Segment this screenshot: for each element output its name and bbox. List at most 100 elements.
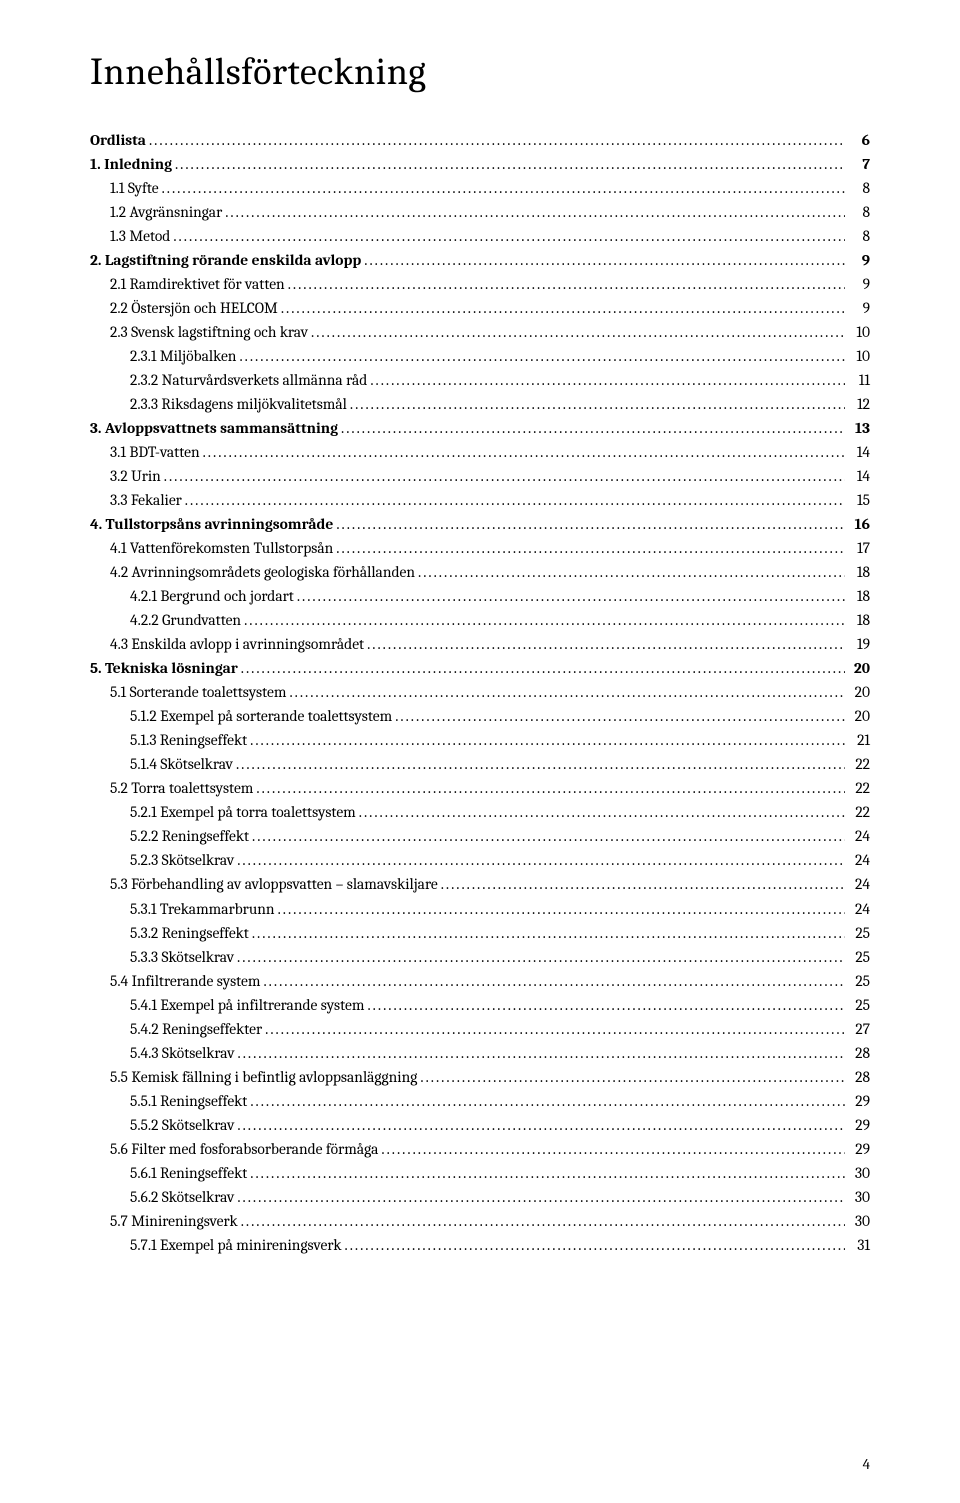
toc-entry[interactable]: 5.2.2 Reningseffekt24	[90, 824, 870, 848]
toc-entry-label: 1.3 Metod	[110, 224, 170, 248]
toc-entry[interactable]: 2.3.2 Naturvårdsverkets allmänna råd11	[90, 368, 870, 392]
toc-entry[interactable]: 4.1 Vattenförekomsten Tullstorpsån17	[90, 536, 870, 560]
toc-entry-page: 24	[848, 872, 870, 896]
toc-leader	[238, 1041, 845, 1065]
toc-entry-page: 28	[848, 1041, 870, 1065]
toc-entry-page: 18	[848, 560, 870, 584]
toc-entry[interactable]: 1.1 Syfte8	[90, 176, 870, 200]
toc-entry[interactable]: 4. Tullstorpsåns avrinningsområde16	[90, 512, 870, 536]
toc-entry-page: 29	[848, 1137, 870, 1161]
toc-entry[interactable]: 5.4.1 Exempel på infiltrerande system25	[90, 993, 870, 1017]
toc-entry[interactable]: 2.3.3 Riksdagens miljökvalitetsmål12	[90, 392, 870, 416]
toc-entry-page: 20	[848, 680, 870, 704]
toc-entry[interactable]: 5.4.2 Reningseffekter 27	[90, 1017, 870, 1041]
toc-entry-label: 5.2.1 Exempel på torra toalettsystem	[130, 800, 356, 824]
toc-entry-label: 5.2 Torra toalettsystem	[110, 776, 253, 800]
toc-entry-page: 22	[848, 776, 870, 800]
toc-leader	[175, 152, 845, 176]
toc-entry[interactable]: 1.3 Metod8	[90, 224, 870, 248]
toc-entry[interactable]: 5.7 Minireningsverk30	[90, 1209, 870, 1233]
toc-entry[interactable]: 4.3 Enskilda avlopp i avrinningsområdet1…	[90, 632, 870, 656]
toc-leader	[239, 344, 845, 368]
toc-leader	[263, 969, 845, 993]
toc-entry[interactable]: 5.6.1 Reningseffekt30	[90, 1161, 870, 1185]
toc-entry[interactable]: 5.4.3 Skötselkrav 28	[90, 1041, 870, 1065]
toc-leader	[250, 1161, 845, 1185]
toc-entry[interactable]: 5.1.4 Skötselkrav22	[90, 752, 870, 776]
toc-entry[interactable]: 3.2 Urin14	[90, 464, 870, 488]
toc-entry-page: 15	[848, 488, 870, 512]
toc-entry-page: 29	[848, 1113, 870, 1137]
toc-entry-page: 7	[848, 152, 870, 176]
toc-entry[interactable]: 5.5.2 Skötselkrav29	[90, 1113, 870, 1137]
toc-entry[interactable]: 5.1 Sorterande toalettsystem20	[90, 680, 870, 704]
toc-entry[interactable]: 4.2 Avrinningsområdets geologiska förhål…	[90, 560, 870, 584]
toc-entry-label: 1. Inledning	[90, 152, 172, 176]
toc-entry[interactable]: 4.2.1 Bergrund och jordart18	[90, 584, 870, 608]
toc-entry-label: 5.4.2 Reningseffekter	[130, 1017, 262, 1041]
toc-entry-page: 8	[848, 200, 870, 224]
toc-entry-page: 29	[848, 1089, 870, 1113]
toc-entry[interactable]: 4.2.2 Grundvatten18	[90, 608, 870, 632]
toc-leader	[173, 224, 845, 248]
toc-entry-label: 2. Lagstiftning rörande enskilda avlopp	[90, 248, 361, 272]
toc-entry-label: 4.2 Avrinningsområdets geologiska förhål…	[110, 560, 415, 584]
toc-entry[interactable]: 5. Tekniska lösningar20	[90, 656, 870, 680]
toc-entry[interactable]: 1.2 Avgränsningar8	[90, 200, 870, 224]
toc-entry[interactable]: 3.3 Fekalier 15	[90, 488, 870, 512]
toc-entry[interactable]: 5.6.2 Skötselkrav30	[90, 1185, 870, 1209]
toc-entry[interactable]: Ordlista6	[90, 128, 870, 152]
toc-entry-label: 5.3.3 Skötselkrav	[130, 945, 234, 969]
toc-entry[interactable]: 5.2 Torra toalettsystem 22	[90, 776, 870, 800]
toc-entry[interactable]: 5.3.3 Skötselkrav 25	[90, 945, 870, 969]
toc-entry[interactable]: 5.2.3 Skötselkrav24	[90, 848, 870, 872]
page-title: Innehållsförteckning	[90, 50, 870, 94]
toc-leader	[441, 872, 845, 896]
toc-entry[interactable]: 5.6 Filter med fosforabsorberande förmåg…	[90, 1137, 870, 1161]
toc-entry[interactable]: 5.7.1 Exempel på minireningsverk31	[90, 1233, 870, 1257]
toc-entry-page: 11	[848, 368, 870, 392]
toc-entry[interactable]: 1. Inledning 7	[90, 152, 870, 176]
toc-entry-label: 2.1 Ramdirektivet för vatten	[110, 272, 285, 296]
toc-entry-label: 3.3 Fekalier	[110, 488, 182, 512]
toc-entry[interactable]: 5.4 Infiltrerande system25	[90, 969, 870, 993]
toc-entry[interactable]: 5.1.2 Exempel på sorterande toalettsyste…	[90, 704, 870, 728]
toc-entry-page: 24	[848, 824, 870, 848]
toc-leader	[252, 824, 845, 848]
toc-entry-page: 27	[848, 1017, 870, 1041]
toc-entry[interactable]: 5.5.1 Reningseffekt 29	[90, 1089, 870, 1113]
toc-entry-label: 2.3.1 Miljöbalken	[130, 344, 236, 368]
toc-entry[interactable]: 2.1 Ramdirektivet för vatten9	[90, 272, 870, 296]
toc-entry-label: 2.3.3 Riksdagens miljökvalitetsmål	[130, 392, 347, 416]
toc-leader	[418, 560, 845, 584]
toc-entry-page: 22	[848, 752, 870, 776]
toc-entry[interactable]: 5.5 Kemisk fällning i befintlig avloppsa…	[90, 1065, 870, 1089]
toc-entry-page: 30	[848, 1161, 870, 1185]
toc-entry-label: 4.2.1 Bergrund och jordart	[130, 584, 294, 608]
toc-leader	[281, 296, 845, 320]
toc-entry[interactable]: 5.3.2 Reningseffekt25	[90, 921, 870, 945]
toc-entry[interactable]: 2.3 Svensk lagstiftning och krav10	[90, 320, 870, 344]
toc-entry[interactable]: 2.2 Östersjön och HELCOM9	[90, 296, 870, 320]
toc-entry-label: 5.5.1 Reningseffekt	[130, 1089, 247, 1113]
page-number: 4	[90, 1455, 870, 1473]
toc-entry[interactable]: 5.2.1 Exempel på torra toalettsystem22	[90, 800, 870, 824]
toc-leader	[250, 728, 845, 752]
toc-entry-page: 25	[848, 945, 870, 969]
toc-entry[interactable]: 3. Avloppsvattnets sammansättning13	[90, 416, 870, 440]
toc-entry[interactable]: 2. Lagstiftning rörande enskilda avlopp9	[90, 248, 870, 272]
toc-entry[interactable]: 5.3.1 Trekammarbrunn24	[90, 897, 870, 921]
toc-leader	[256, 776, 845, 800]
toc-entry-page: 10	[848, 344, 870, 368]
toc-leader	[237, 848, 845, 872]
toc-entry[interactable]: 3.1 BDT-vatten14	[90, 440, 870, 464]
toc-leader	[367, 993, 845, 1017]
toc-entry-label: 5.4.3 Skötselkrav	[130, 1041, 235, 1065]
toc-entry-label: 5.1.2 Exempel på sorterande toalettsyste…	[130, 704, 392, 728]
toc-entry-page: 6	[848, 128, 870, 152]
toc-leader	[250, 1089, 845, 1113]
toc-entry[interactable]: 5.1.3 Reningseffekt21	[90, 728, 870, 752]
toc-leader	[364, 248, 845, 272]
toc-entry[interactable]: 2.3.1 Miljöbalken 10	[90, 344, 870, 368]
toc-entry[interactable]: 5.3 Förbehandling av avloppsvatten – sla…	[90, 872, 870, 896]
